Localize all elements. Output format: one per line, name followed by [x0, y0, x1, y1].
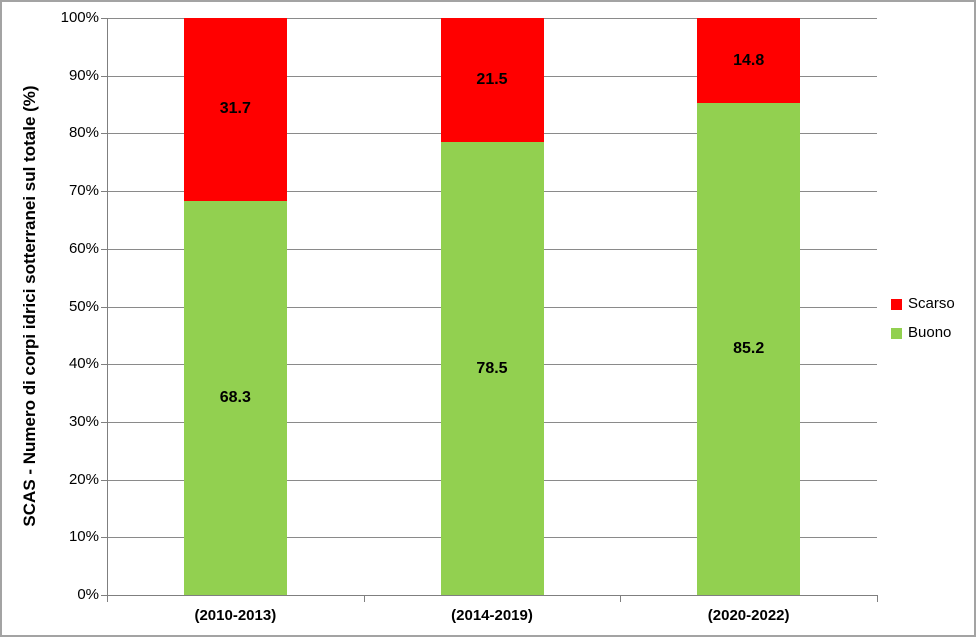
y-axis-tick	[101, 248, 107, 250]
bar-segment-buono	[440, 142, 544, 595]
y-tick-label: 70%	[68, 182, 99, 200]
data-label: 14.8	[733, 51, 765, 69]
x-axis-label: (2020-2022)	[707, 607, 790, 624]
data-label: 31.7	[219, 100, 251, 118]
y-axis-line	[107, 18, 108, 602]
x-axis-tick	[363, 595, 365, 602]
y-axis-tick	[101, 191, 107, 193]
bar-segment-buono	[697, 103, 801, 595]
data-label: 78.5	[476, 359, 508, 377]
y-axis-tick	[101, 133, 107, 135]
y-axis-tick	[101, 18, 107, 19]
y-axis-tick	[101, 306, 107, 308]
x-axis-tick	[620, 595, 622, 602]
legend-label: Buono	[908, 324, 952, 341]
y-axis-tick	[101, 479, 107, 481]
y-tick-label: 100%	[60, 9, 99, 26]
legend-swatch-scarso	[891, 298, 902, 310]
bar-segment-scarso	[440, 18, 544, 143]
x-axis-label: (2010-2013)	[194, 607, 277, 624]
y-tick-label: 60%	[68, 239, 99, 257]
y-axis-tick	[101, 421, 107, 423]
x-axis-tick	[877, 595, 878, 602]
bar-segment-buono	[183, 200, 287, 595]
bar-segment-scarso	[183, 18, 287, 201]
y-tick-label: 40%	[68, 355, 99, 373]
y-tick-label: 0%	[77, 586, 99, 603]
y-axis-tick	[101, 75, 107, 77]
y-axis-tick	[101, 595, 107, 596]
legend-label: Scarso	[908, 295, 955, 312]
data-label: 68.3	[219, 388, 251, 406]
y-axis-tick	[101, 364, 107, 366]
legend-item-buono: Buono	[891, 323, 955, 343]
data-label: 21.5	[476, 71, 508, 89]
y-tick-label: 80%	[68, 124, 99, 142]
legend-item-scarso: Scarso	[891, 294, 955, 314]
x-axis-label: (2014-2019)	[451, 607, 533, 624]
legend-swatch-buono	[891, 327, 902, 339]
legend: Scarso Buono	[891, 294, 955, 352]
x-axis-line	[107, 595, 877, 596]
data-label: 85.2	[733, 340, 765, 358]
y-axis-tick	[101, 537, 107, 539]
bar-segment-scarso	[697, 18, 801, 104]
y-tick-label: 10%	[68, 528, 99, 546]
y-tick-label: 20%	[68, 470, 99, 488]
y-tick-label: 30%	[68, 412, 99, 430]
y-tick-label: 50%	[68, 297, 99, 315]
y-tick-label: 90%	[68, 66, 99, 84]
